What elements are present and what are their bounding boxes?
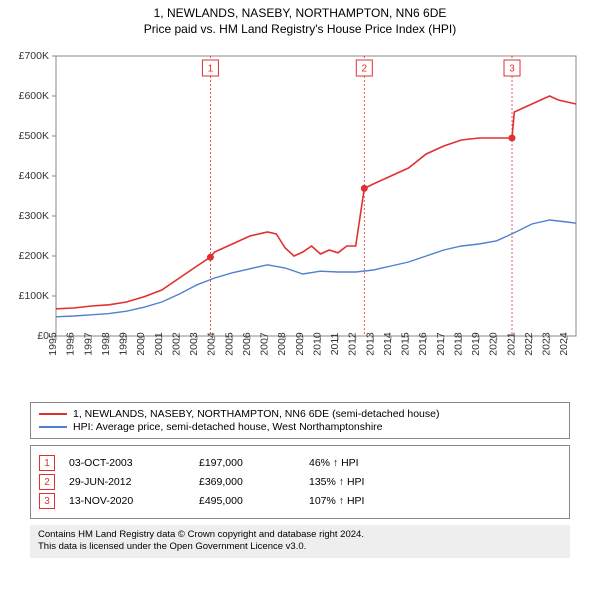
- svg-text:2014: 2014: [382, 332, 394, 356]
- svg-text:2008: 2008: [276, 332, 288, 356]
- event-date: 03-OCT-2003: [69, 457, 199, 469]
- footer-attribution: Contains HM Land Registry data © Crown c…: [30, 525, 570, 558]
- svg-text:2018: 2018: [452, 332, 464, 356]
- legend-item: 1, NEWLANDS, NASEBY, NORTHAMPTON, NN6 6D…: [39, 408, 561, 420]
- svg-text:2009: 2009: [294, 332, 306, 356]
- footer-line: This data is licensed under the Open Gov…: [38, 541, 562, 553]
- title-block: 1, NEWLANDS, NASEBY, NORTHAMPTON, NN6 6D…: [0, 0, 600, 36]
- event-row: 1 03-OCT-2003 £197,000 46% ↑ HPI: [39, 455, 561, 471]
- chart-area: £0£100K£200K£300K£400K£500K£600K£700K199…: [0, 46, 600, 396]
- title-address: 1, NEWLANDS, NASEBY, NORTHAMPTON, NN6 6D…: [0, 6, 600, 20]
- svg-text:2023: 2023: [541, 332, 553, 356]
- svg-text:2012: 2012: [347, 332, 359, 356]
- events-table: 1 03-OCT-2003 £197,000 46% ↑ HPI 2 29-JU…: [30, 445, 570, 519]
- price-chart: £0£100K£200K£300K£400K£500K£600K£700K199…: [0, 46, 600, 396]
- event-date: 29-JUN-2012: [69, 476, 199, 488]
- legend-label: 1, NEWLANDS, NASEBY, NORTHAMPTON, NN6 6D…: [73, 408, 439, 420]
- legend-swatch: [39, 413, 67, 415]
- svg-text:1997: 1997: [82, 332, 94, 356]
- svg-text:2021: 2021: [505, 332, 517, 356]
- svg-text:2019: 2019: [470, 332, 482, 356]
- svg-text:2013: 2013: [364, 332, 376, 356]
- event-pct: 135% ↑ HPI: [309, 476, 364, 488]
- svg-text:2001: 2001: [153, 332, 165, 356]
- legend-item: HPI: Average price, semi-detached house,…: [39, 421, 561, 433]
- svg-text:2015: 2015: [400, 332, 412, 356]
- event-price: £197,000: [199, 457, 309, 469]
- event-row: 2 29-JUN-2012 £369,000 135% ↑ HPI: [39, 474, 561, 490]
- svg-text:2: 2: [362, 64, 368, 75]
- svg-text:2017: 2017: [435, 332, 447, 356]
- svg-text:£300K: £300K: [19, 210, 49, 222]
- svg-text:2003: 2003: [188, 332, 200, 356]
- event-date: 13-NOV-2020: [69, 495, 199, 507]
- event-badge: 3: [39, 493, 55, 509]
- svg-text:1996: 1996: [65, 332, 77, 356]
- legend-label: HPI: Average price, semi-detached house,…: [73, 421, 383, 433]
- svg-text:£500K: £500K: [19, 130, 49, 142]
- footer-line: Contains HM Land Registry data © Crown c…: [38, 529, 562, 541]
- svg-text:2024: 2024: [558, 332, 570, 356]
- event-badge: 2: [39, 474, 55, 490]
- svg-text:£700K: £700K: [19, 50, 49, 62]
- svg-text:2022: 2022: [523, 332, 535, 356]
- svg-text:£100K: £100K: [19, 290, 49, 302]
- event-pct: 107% ↑ HPI: [309, 495, 364, 507]
- svg-text:2006: 2006: [241, 332, 253, 356]
- svg-text:2000: 2000: [135, 332, 147, 356]
- title-subtitle: Price paid vs. HM Land Registry's House …: [0, 22, 600, 36]
- svg-text:2011: 2011: [329, 333, 341, 356]
- legend: 1, NEWLANDS, NASEBY, NORTHAMPTON, NN6 6D…: [30, 402, 570, 439]
- svg-text:2004: 2004: [206, 332, 218, 356]
- event-row: 3 13-NOV-2020 £495,000 107% ↑ HPI: [39, 493, 561, 509]
- event-badge: 1: [39, 455, 55, 471]
- svg-text:2020: 2020: [488, 332, 500, 356]
- svg-text:1999: 1999: [118, 332, 130, 356]
- svg-text:£400K: £400K: [19, 170, 49, 182]
- svg-text:1995: 1995: [47, 332, 59, 356]
- svg-text:2010: 2010: [311, 332, 323, 356]
- svg-text:£200K: £200K: [19, 250, 49, 262]
- event-pct: 46% ↑ HPI: [309, 457, 359, 469]
- svg-text:2002: 2002: [170, 332, 182, 356]
- svg-text:2007: 2007: [259, 332, 271, 356]
- event-price: £495,000: [199, 495, 309, 507]
- legend-swatch: [39, 426, 67, 428]
- event-price: £369,000: [199, 476, 309, 488]
- svg-text:2005: 2005: [223, 332, 235, 356]
- svg-text:3: 3: [509, 64, 515, 75]
- svg-text:£600K: £600K: [19, 90, 49, 102]
- svg-text:1: 1: [208, 64, 214, 75]
- svg-text:1998: 1998: [100, 332, 112, 356]
- svg-text:2016: 2016: [417, 332, 429, 356]
